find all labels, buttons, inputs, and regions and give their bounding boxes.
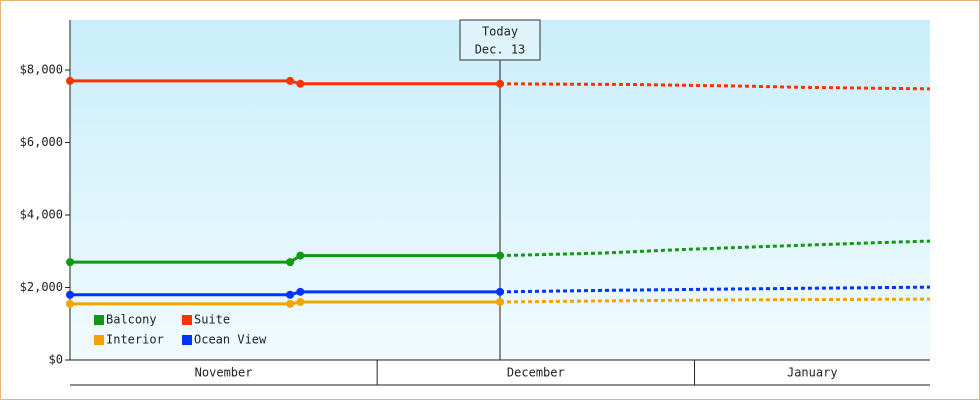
price-point [496, 251, 504, 260]
legend-swatch [182, 315, 192, 325]
legend-label: Balcony [106, 313, 157, 327]
price-point [296, 79, 305, 88]
price-point [296, 251, 305, 260]
legend-label: Ocean View [194, 333, 267, 347]
legend-swatch [94, 315, 104, 325]
price-point [296, 298, 305, 307]
price-point [296, 287, 305, 296]
price-line [70, 300, 500, 306]
month-label: November [195, 366, 253, 380]
price-point [286, 290, 295, 299]
y-tick-label: $0 [49, 353, 63, 367]
month-label: December [507, 366, 565, 380]
today-label: Dec. 13 [475, 43, 526, 57]
forecast-line [499, 285, 931, 294]
price-point [496, 287, 504, 296]
price-point [286, 299, 295, 308]
forecast-line [499, 297, 931, 304]
forecast-line [499, 239, 931, 258]
price-point [286, 258, 295, 267]
price-line [70, 290, 500, 297]
price-point [66, 290, 74, 299]
month-label: January [787, 366, 838, 380]
price-point [66, 258, 74, 267]
price-line [70, 254, 500, 264]
legend-label: Suite [194, 313, 230, 327]
today-label: Today [482, 25, 518, 39]
price-point [496, 79, 504, 88]
y-tick-label: $2,000 [20, 280, 63, 294]
y-tick-label: $8,000 [20, 63, 63, 77]
legend-swatch [94, 335, 104, 345]
y-tick-label: $6,000 [20, 135, 63, 149]
today-box [459, 19, 541, 61]
legend-swatch [182, 335, 192, 345]
price-point [66, 299, 74, 308]
price-line [70, 79, 500, 86]
price-point [286, 76, 295, 85]
y-tick-label: $4,000 [20, 208, 63, 222]
price-point [496, 298, 504, 307]
legend-label: Interior [106, 333, 164, 347]
price-point [66, 76, 74, 85]
